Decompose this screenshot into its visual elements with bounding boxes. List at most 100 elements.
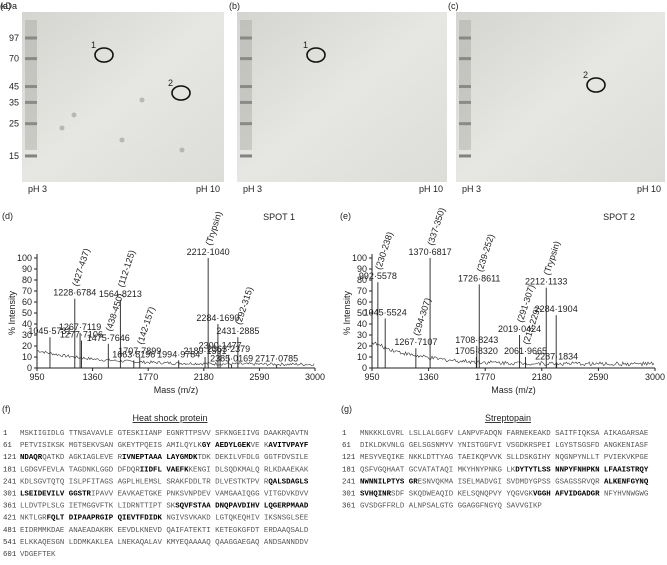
gel-spot	[139, 97, 145, 103]
peptide-match: VGGH AFVIDGADGR	[533, 491, 600, 499]
peptide-match: DYTYTLSS NNPYFNHPKN LFAAISTRQY	[515, 466, 649, 474]
panel-label: (c)	[448, 1, 459, 11]
kda-marker: 70	[9, 54, 19, 64]
y-tick-label: 10	[22, 352, 32, 362]
y-tick-label: 70	[357, 286, 367, 296]
line-number: 421	[3, 515, 17, 523]
peak-annotation: (142-157)	[135, 305, 157, 345]
line-number: 601	[3, 551, 17, 559]
sequence-line: VDGEFTEK	[20, 551, 56, 559]
spot-label: 2	[168, 78, 173, 88]
sequence-text: NFYHVNWGWG	[600, 491, 649, 499]
sequence-line: EIDRMMKDAE ANAEADAKRK EEVDLKNEVD QAIFATE…	[20, 527, 309, 535]
peak-label: 1994·9784	[157, 349, 200, 359]
y-tick-label: 50	[22, 308, 32, 318]
gel-image	[22, 12, 224, 182]
x-tick-label: 950	[364, 372, 379, 382]
peak-label: 1228·6784	[53, 288, 96, 298]
sequence-line: MNKKKLGVRL LSLLALGGFV LANPVFADQN FARNEKE…	[360, 430, 649, 438]
ph-left: pH 3	[462, 184, 481, 194]
peptide-match: SQVFSTAA DNQPAVDIHV LQGERPMAAD	[175, 503, 309, 511]
kda-label: kDa	[1, 1, 17, 11]
line-number: 61	[342, 442, 351, 450]
x-axis-label: Mass (m/z)	[491, 385, 536, 395]
peptide-match: IIDFL VAEFK	[140, 466, 189, 474]
y-tick-label: 80	[22, 275, 32, 285]
x-tick-label: 1770	[138, 372, 158, 382]
peptide-match: QALSDAGLS	[268, 478, 308, 486]
spot-circle	[586, 77, 606, 93]
peak-annotation: (230-238)	[373, 231, 395, 271]
ladder-band	[240, 85, 252, 89]
spot-title: SPOT 1	[263, 212, 295, 222]
sequence-text: TDK DEKILVFDLG GGTFDVSILE	[197, 454, 308, 462]
peak-label: 2431·2885	[216, 326, 259, 336]
x-tick-label: 3000	[645, 372, 665, 382]
line-number: 301	[3, 491, 17, 499]
ph-right: pH 10	[419, 184, 443, 194]
ladder-band	[459, 100, 471, 104]
peak-label: 1475·7646	[87, 333, 130, 343]
y-tick-label: 100	[352, 253, 367, 263]
x-tick-label: 950	[29, 372, 44, 382]
peak-label: 2212·1040	[187, 247, 230, 257]
ladder-band	[459, 154, 471, 158]
y-tick-label: 90	[22, 264, 32, 274]
sequence-line: NKTLGRFQLT DIPAAPRGIP QIEVTFDIDK NGIVSVK…	[20, 515, 309, 523]
y-axis-label: % Intensity	[342, 290, 352, 335]
kda-marker: 25	[9, 119, 19, 129]
ladder-band	[459, 36, 471, 40]
sequence-line: KDLSGVTQTQ ISLPFITAGS AGPLHLEMSL SRAKFDD…	[20, 478, 309, 486]
peak-label: 1726·8611	[458, 273, 500, 283]
y-tick-label: 90	[357, 264, 367, 274]
ladder-band	[25, 57, 37, 61]
y-tick-label: 0	[362, 363, 367, 373]
sequence-line: QSFVGQHAAT GCVATATAQI MKYHNYPNKG LKDYTYT…	[360, 466, 649, 474]
line-number: 61	[3, 442, 12, 450]
gel-image	[237, 12, 447, 182]
line-number: 301	[342, 491, 356, 499]
line-number: 1	[3, 430, 8, 438]
line-number: 181	[342, 466, 356, 474]
sequence-text: ELKKAQESGN LDDMKAKLEA LNEKAQALAV KMYEQAA…	[20, 539, 309, 547]
y-tick-label: 10	[357, 352, 367, 362]
peak-label: 2212·1133	[525, 277, 567, 287]
peak-label: 2287·1834	[535, 352, 578, 362]
y-tick-label: 50	[357, 308, 367, 318]
sequence-title: Heat shock protein	[132, 413, 207, 423]
peptide-match: NDAQR	[20, 454, 43, 462]
sequence-text: PETVISIKSK MGTSEKVSAN GKEYTPQEIS AMILQYL…	[20, 442, 202, 450]
kda-marker: 35	[9, 97, 19, 107]
peptide-match: SVHQINR	[360, 491, 392, 499]
spot-circle	[94, 47, 114, 63]
peptide-match: GY AEDYLGEK	[202, 442, 251, 450]
peak-label: 2300·1477	[199, 341, 242, 351]
panel-label: (g)	[341, 404, 352, 414]
x-tick-label: 2590	[249, 372, 269, 382]
peak-label: 2284·1904	[535, 304, 578, 314]
sequence-text: QSFVGQHAAT GCVATATAQI MKYHNYPNKG LK	[360, 466, 516, 474]
sequence-text: VDGEFTEK	[20, 551, 56, 559]
ladder-band	[240, 36, 252, 40]
ladder-lane	[459, 20, 471, 150]
ladder-band	[240, 100, 252, 104]
peak-annotation: (294-307)	[411, 297, 433, 337]
line-number: 361	[3, 503, 17, 511]
peak-label: 2189·1591	[184, 346, 227, 356]
spot-label: 2	[583, 70, 588, 80]
x-tick-label: 2180	[532, 372, 552, 382]
spot-title: SPOT 2	[603, 212, 635, 222]
ladder-lane	[25, 20, 37, 150]
x-tick-label: 2180	[194, 372, 214, 382]
peak-label: 1708·8243	[455, 335, 498, 345]
peptide-match: AVITVPAYF	[268, 442, 308, 450]
y-tick-label: 0	[27, 363, 32, 373]
ladder-band	[240, 122, 252, 126]
sequence-text: NGIVSVKAKD LGTQKEQHIV IKSNSGLSEE	[162, 515, 309, 523]
line-number: 1	[342, 430, 347, 438]
y-tick-label: 30	[357, 330, 367, 340]
peak-label: 1045·5731	[28, 326, 71, 336]
y-tick-label: 20	[22, 341, 32, 351]
y-axis-label: % Intensity	[7, 290, 17, 335]
panel-label: (d)	[2, 211, 13, 221]
